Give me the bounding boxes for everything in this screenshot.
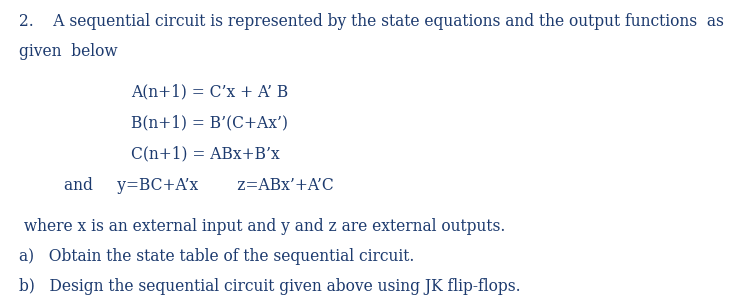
Text: and     y=BC+A’x        z=ABx’+A’C: and y=BC+A’x z=ABx’+A’C	[64, 177, 334, 194]
Text: A(n+1) = C’x + A’ B: A(n+1) = C’x + A’ B	[131, 83, 289, 100]
Text: C(n+1) = ABx+B’x: C(n+1) = ABx+B’x	[131, 146, 280, 162]
Text: a)   Obtain the state table of the sequential circuit.: a) Obtain the state table of the sequent…	[19, 248, 414, 265]
Text: given  below: given below	[19, 43, 117, 60]
Text: 2.    A sequential circuit is represented by the state equations and the output : 2. A sequential circuit is represented b…	[19, 13, 724, 30]
Text: b)   Design the sequential circuit given above using JK flip-flops.: b) Design the sequential circuit given a…	[19, 278, 520, 295]
Text: where x is an external input and y and z are external outputs.: where x is an external input and y and z…	[19, 218, 506, 235]
Text: B(n+1) = B’(C+Ax’): B(n+1) = B’(C+Ax’)	[131, 114, 288, 131]
